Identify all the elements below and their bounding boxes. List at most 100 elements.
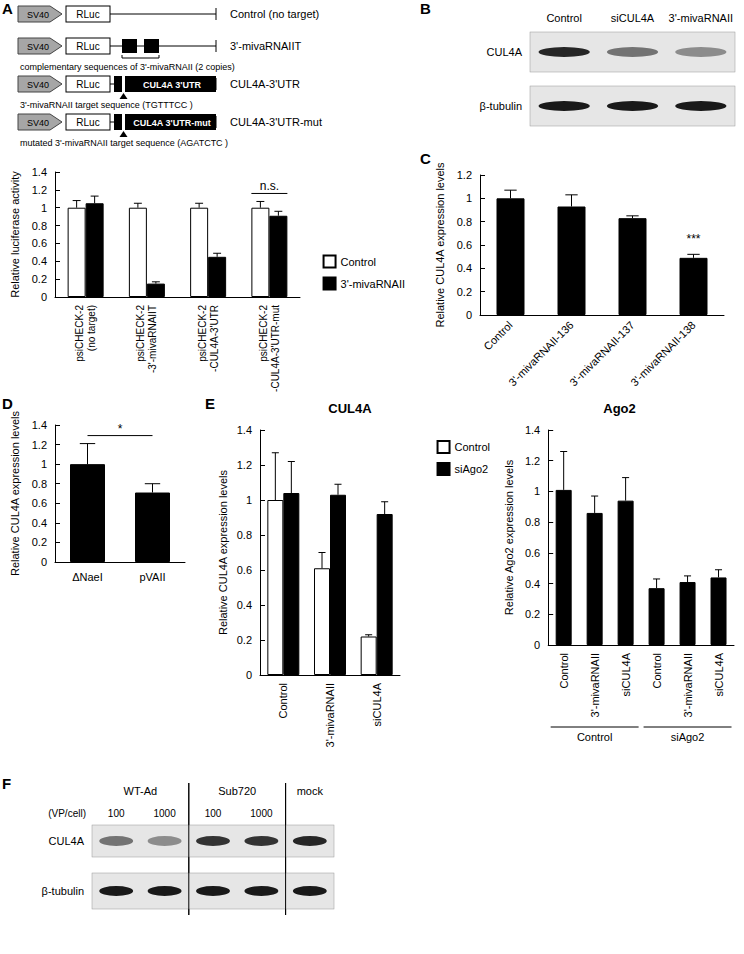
svg-text:0.6: 0.6 [457,239,472,251]
svg-text:3'-mivaRNAII-138: 3'-mivaRNAII-138 [628,319,698,389]
svg-text:CUL4A-3'UTR: CUL4A-3'UTR [230,78,300,90]
svg-text:ΔNaeI: ΔNaeI [72,571,103,583]
svg-text:1.2: 1.2 [237,459,252,471]
svg-text:3'-mivaRNAII: 3'-mivaRNAII [682,653,694,717]
svg-text:3'-mivaRNAII-137: 3'-mivaRNAII-137 [567,319,637,389]
svg-text:Relative CUL4A expression leve: Relative CUL4A expression levels [434,162,446,328]
svg-text:1: 1 [246,494,252,506]
svg-text:0: 0 [466,309,472,321]
svg-text:Ago2: Ago2 [603,401,636,416]
svg-text:0.2: 0.2 [32,273,47,285]
svg-text:Control: Control [577,731,612,743]
svg-text:0.8: 0.8 [237,529,252,541]
svg-text:siCUL4A: siCUL4A [713,652,725,696]
svg-text:Control: Control [481,319,515,353]
svg-text:1.2: 1.2 [525,455,540,467]
svg-text:n.s.: n.s. [260,179,279,193]
svg-text:0.4: 0.4 [32,255,47,267]
svg-text:siAgo2: siAgo2 [455,463,489,475]
svg-text:*: * [118,422,123,436]
svg-text:Control: Control [455,441,490,453]
svg-text:RLuc: RLuc [76,9,99,20]
svg-text:0.8: 0.8 [525,516,540,528]
svg-text:RLuc: RLuc [76,41,99,52]
svg-text:0.2: 0.2 [525,608,540,620]
svg-text:Control: Control [651,653,663,688]
svg-text:0: 0 [534,639,540,651]
svg-text:1.2: 1.2 [32,439,47,451]
svg-text:CUL4A: CUL4A [49,835,85,847]
svg-text:SV40: SV40 [27,118,49,128]
svg-text:100: 100 [205,808,222,819]
svg-text:CUL4A: CUL4A [487,46,523,58]
svg-text:1.2: 1.2 [32,184,47,196]
svg-text:SV40: SV40 [27,80,49,90]
svg-text:(VP/cell): (VP/cell) [48,808,86,819]
svg-text:RLuc: RLuc [76,117,99,128]
svg-text:Control: Control [558,653,570,688]
svg-text:-CUL4A-3'UTR: -CUL4A-3'UTR [209,305,220,372]
svg-text:siCUL4A: siCUL4A [611,12,655,24]
svg-text:β-tubulin: β-tubulin [42,885,84,897]
svg-text:β-tubulin: β-tubulin [480,100,522,112]
svg-text:Relative Ago2 expression level: Relative Ago2 expression levels [503,459,515,615]
svg-text:complementary sequences of 3'-: complementary sequences of 3'-mivaRNAII … [20,62,235,72]
svg-text:psiCHECK-2: psiCHECK-2 [258,305,269,362]
svg-text:0: 0 [41,291,47,303]
svg-text:1.4: 1.4 [32,166,47,178]
svg-text:***: *** [686,232,700,246]
svg-text:0.2: 0.2 [457,286,472,298]
svg-text:Control: Control [546,12,581,24]
svg-text:0.4: 0.4 [525,578,540,590]
svg-text:3'-mivaRNAII: 3'-mivaRNAII [341,278,405,290]
svg-text:0.8: 0.8 [32,478,47,490]
svg-text:0.2: 0.2 [237,634,252,646]
svg-text:(no target): (no target) [86,305,97,351]
svg-text:siCUL4A: siCUL4A [371,682,383,726]
svg-text:CUL4A-3'UTR-mut: CUL4A-3'UTR-mut [230,116,322,128]
svg-text:Sub720: Sub720 [218,785,256,797]
svg-text:1.4: 1.4 [32,419,47,431]
svg-text:Control: Control [277,683,289,718]
svg-text:1000: 1000 [250,808,273,819]
svg-text:-CUL4A-3'UTR-mut: -CUL4A-3'UTR-mut [270,305,281,392]
svg-text:Control: Control [341,256,376,268]
svg-text:3'-mivaRNAII: 3'-mivaRNAII [324,683,336,747]
svg-text:-3'-mivaRNAIIT: -3'-mivaRNAIIT [147,305,158,373]
svg-text:1.2: 1.2 [457,169,472,181]
svg-text:Relative luciferase activity: Relative luciferase activity [9,171,21,298]
svg-text:psiCHECK-2: psiCHECK-2 [135,305,146,362]
svg-text:0.6: 0.6 [32,237,47,249]
svg-text:CUL4A: CUL4A [328,401,372,416]
svg-text:siCUL4A: siCUL4A [620,652,632,696]
svg-text:0.4: 0.4 [457,262,472,274]
svg-text:pVAII: pVAII [139,571,165,583]
svg-text:Relative CUL4A expression leve: Relative CUL4A expression levels [9,410,21,576]
svg-text:1.4: 1.4 [525,424,540,436]
svg-text:3'-mivaRNAII: 3'-mivaRNAII [669,12,733,24]
svg-text:100: 100 [108,808,125,819]
svg-text:RLuc: RLuc [76,79,99,90]
svg-text:0.6: 0.6 [525,547,540,559]
svg-text:1.4: 1.4 [237,424,252,436]
svg-text:1000: 1000 [153,808,176,819]
svg-text:0.4: 0.4 [237,599,252,611]
svg-text:3'-mivaRNAII target sequence (: 3'-mivaRNAII target sequence (TGTTTCC ) [20,100,193,110]
svg-text:3'-mivaRNAII-136: 3'-mivaRNAII-136 [506,319,576,389]
svg-text:0.8: 0.8 [32,220,47,232]
svg-text:psiCHECK-2: psiCHECK-2 [197,305,208,362]
svg-text:WT-Ad: WT-Ad [124,785,158,797]
svg-text:CUL4A 3'UTR: CUL4A 3'UTR [143,80,201,90]
svg-text:0.2: 0.2 [32,536,47,548]
svg-text:0.8: 0.8 [457,216,472,228]
svg-text:3'-mivaRNAII: 3'-mivaRNAII [589,653,601,717]
svg-text:0.6: 0.6 [32,497,47,509]
svg-text:0.4: 0.4 [32,517,47,529]
svg-text:CUL4A 3'UTR-mut: CUL4A 3'UTR-mut [133,118,210,128]
svg-text:1: 1 [41,458,47,470]
svg-text:siAgo2: siAgo2 [671,731,705,743]
svg-text:Control (no target): Control (no target) [230,8,319,20]
svg-text:1: 1 [534,485,540,497]
svg-text:SV40: SV40 [27,42,49,52]
svg-text:psiCHECK-2: psiCHECK-2 [74,305,85,362]
